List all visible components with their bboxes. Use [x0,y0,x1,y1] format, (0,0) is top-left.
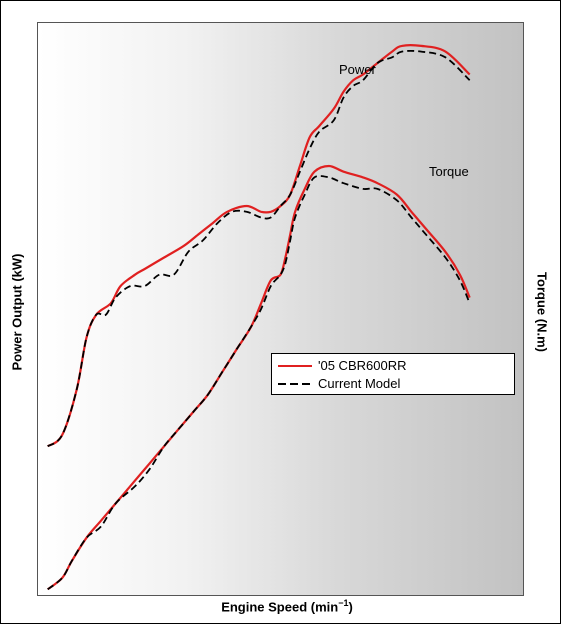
series-line-torque-current-model [47,175,471,591]
series-line-power-current-model [47,49,471,448]
legend-label-current: Current Model [318,376,401,391]
x-axis-label: Engine Speed (min−1) [221,598,353,614]
x-axis-label-exponent: −1 [338,598,349,608]
annotation-power: Power [339,62,376,77]
y-axis-label-right: Torque (N.m) [534,272,550,352]
legend-entry-cbr600rr: '05 CBR600RR [272,357,514,375]
legend: '05 CBR600RR Current Model [271,353,515,395]
annotation-torque: Torque [429,164,469,179]
series-line-torque-cbr600rr [47,164,471,591]
y-axis-label-left: Power Output (kW) [9,253,25,371]
legend-swatch-dashed [278,383,312,385]
legend-entry-current: Current Model [272,375,514,393]
legend-label-cbr600rr: '05 CBR600RR [318,358,407,373]
x-axis-label-close: ) [348,599,353,615]
x-axis-label-text: Engine Speed (min [221,599,339,615]
series-line-power-cbr600rr [47,44,471,448]
legend-swatch-solid [278,365,312,367]
